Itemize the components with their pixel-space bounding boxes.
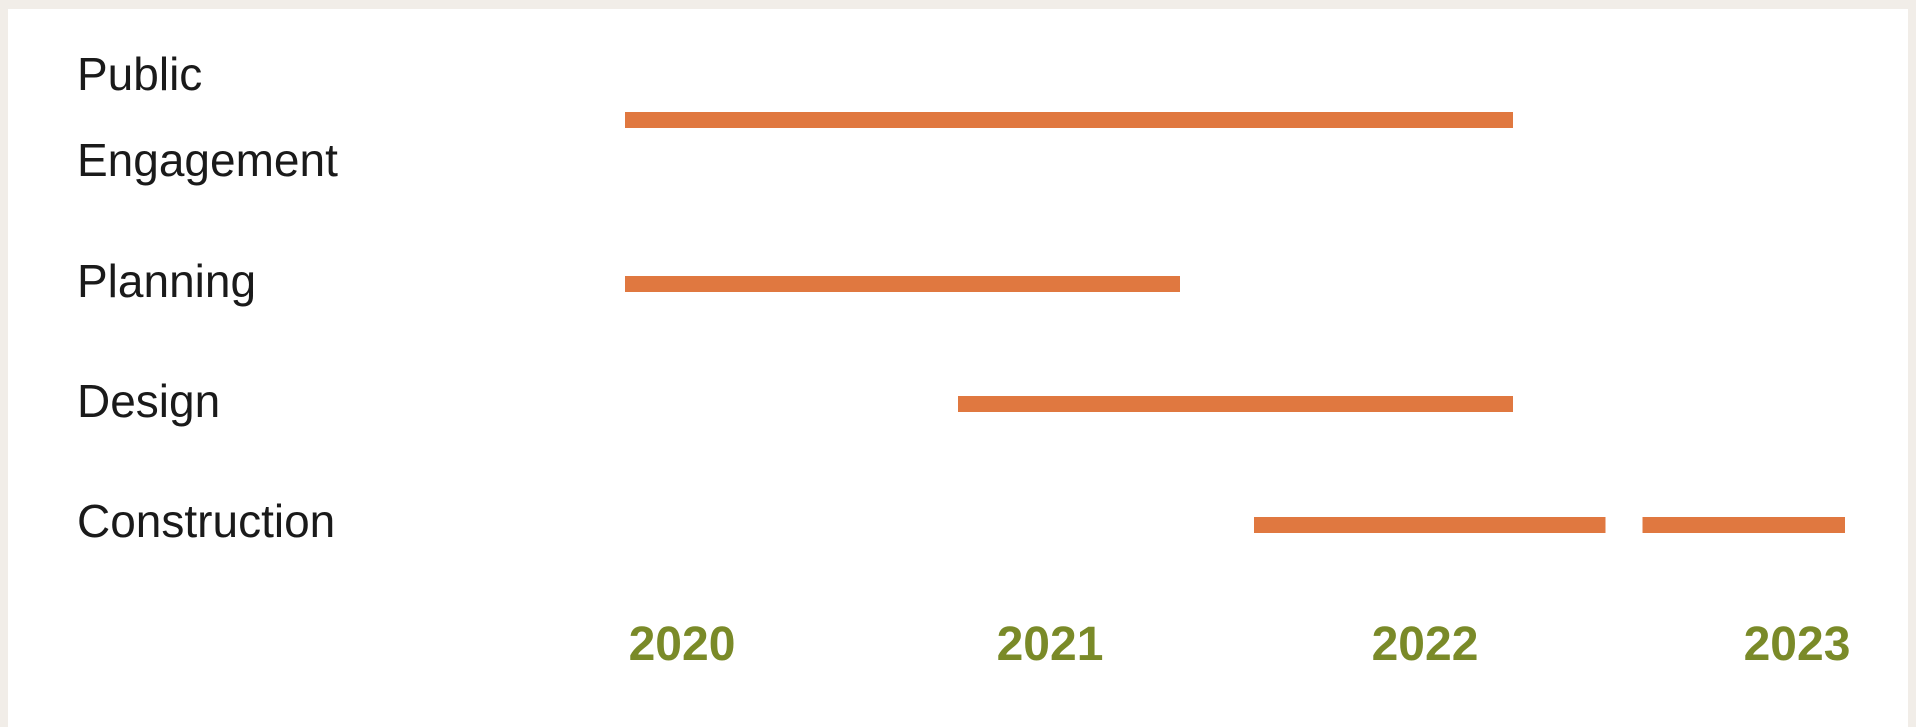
- row-label: Design: [77, 375, 220, 427]
- x-tick-label: 2020: [629, 618, 736, 671]
- row-label: Engagement: [77, 134, 338, 186]
- gantt-bar: [1254, 517, 1606, 533]
- x-tick-label: 2021: [997, 618, 1104, 671]
- row-label: Construction: [77, 495, 335, 547]
- row-labels: Public Engagement Planning Design Constructi…: [77, 48, 338, 547]
- bars: [625, 112, 1845, 533]
- gantt-bar: [958, 396, 1513, 412]
- x-tick-label: 2022: [1372, 618, 1479, 671]
- chart-card: [8, 9, 1908, 727]
- row-label: Public: [77, 48, 202, 100]
- x-axis-ticks: 2020 2021 2022 2023: [629, 618, 1851, 671]
- x-tick-label: 2023: [1744, 618, 1851, 671]
- row-label: Planning: [77, 255, 256, 307]
- gantt-bar: [625, 112, 1513, 128]
- gantt-bar: [1642, 517, 1845, 533]
- gantt-bar: [625, 276, 1180, 292]
